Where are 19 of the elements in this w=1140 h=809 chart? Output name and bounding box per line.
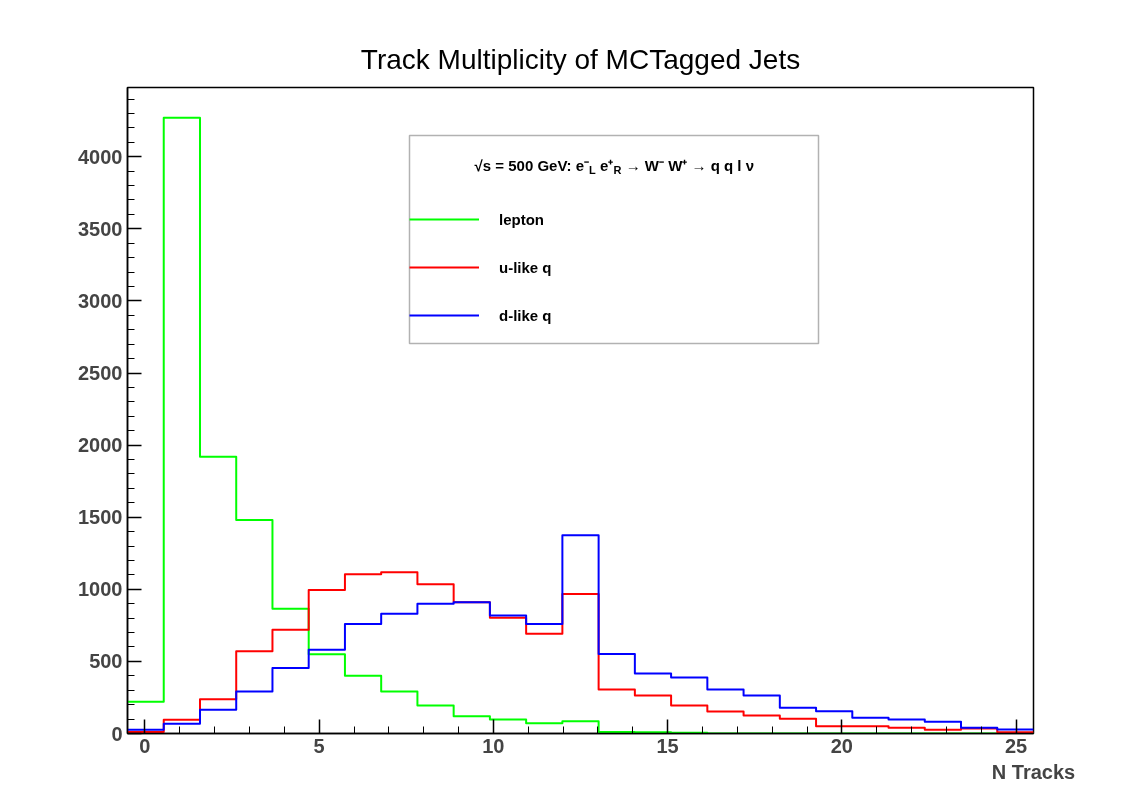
x-tick-label: 5 [313, 734, 325, 757]
x-tick-label: 0 [139, 734, 151, 757]
y-tick-label: 2500 [78, 362, 123, 385]
x-axis-title: N Tracks [991, 760, 1076, 783]
y-tick-label: 3500 [78, 217, 123, 240]
x-tick-label: 25 [1004, 734, 1028, 757]
x-tick-label: 15 [656, 734, 679, 757]
legend-label: d-like q [499, 306, 552, 324]
y-tick-label: 1000 [78, 578, 123, 601]
y-tick-label: 1500 [78, 506, 123, 529]
y-tick-label: 2000 [78, 434, 123, 457]
legend-label: lepton [499, 210, 544, 228]
y-tick-label: 3000 [78, 289, 123, 312]
legend-label: u-like q [499, 258, 552, 276]
x-tick-label: 10 [482, 734, 505, 757]
y-tick-label: 500 [89, 650, 123, 673]
y-tick-label: 4000 [78, 145, 123, 168]
chart-title: Track Multiplicity of MCTagged Jets [360, 44, 801, 75]
x-tick-label: 20 [830, 734, 853, 757]
